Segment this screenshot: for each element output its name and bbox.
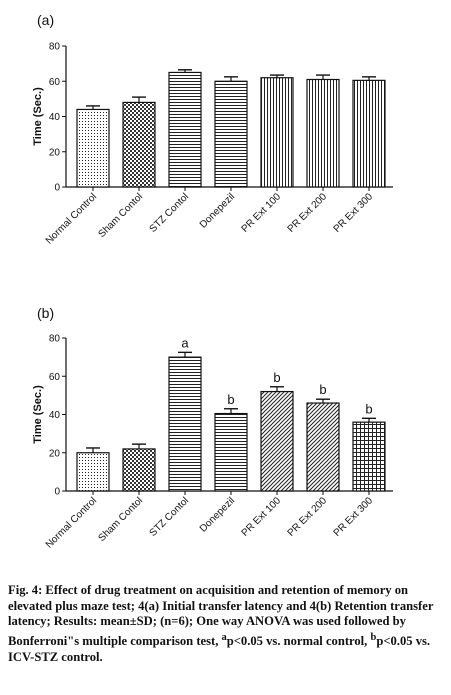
category-label: Normal Control	[44, 495, 99, 550]
bar	[214, 80, 248, 188]
bar	[76, 108, 110, 188]
bar	[352, 421, 386, 492]
caption-p-stz: p<0.05 vs. ICV-STZ control.	[8, 633, 431, 664]
category-label: Sham Contol	[96, 495, 145, 544]
panel-label: (a)	[37, 12, 54, 28]
category-label: STZ Contol	[148, 495, 192, 539]
y-tick-label: 80	[49, 42, 61, 53]
significance-label: b	[227, 392, 234, 407]
bar	[214, 412, 248, 492]
y-tick-label: 20	[49, 147, 61, 158]
category-label: PR Ext 100	[240, 495, 284, 539]
y-axis-title: Time (Sec.)	[32, 385, 44, 444]
y-tick-label: 80	[49, 334, 61, 345]
bar	[306, 402, 340, 492]
y-tick-label: 0	[54, 183, 60, 194]
y-tick-label: 20	[49, 448, 61, 459]
y-tick-label: 40	[49, 112, 61, 123]
category-label: PR Ext 200	[286, 191, 330, 235]
caption-superscript-a: a	[221, 631, 227, 643]
bar	[168, 71, 202, 188]
category-label: Normal Control	[44, 191, 99, 246]
y-axis-title: Time (Sec.)	[32, 87, 44, 146]
chart-panel-a: (a) 0 20 40 60 80 Time (Sec.) Normal ControlSha…	[32, 12, 393, 247]
category-label: Donepezil	[198, 191, 237, 230]
bar	[168, 356, 202, 492]
caption-superscript-b: b	[370, 631, 377, 643]
y-tick-label: 60	[49, 372, 61, 383]
category-label: PR Ext 100	[240, 191, 284, 235]
bar	[76, 452, 110, 492]
y-tick-label: 0	[54, 487, 60, 498]
category-label: PR Ext 300	[332, 495, 376, 539]
figure-caption: Fig. 4: Effect of drug treatment on acqu…	[8, 583, 444, 665]
category-label: STZ Contol	[148, 191, 192, 235]
caption-text: Effect of drug treatment on acquisition …	[8, 583, 434, 648]
category-label: Donepezil	[198, 495, 237, 534]
bar	[306, 78, 340, 188]
panel-label: (b)	[37, 305, 54, 321]
significance-label: b	[273, 370, 280, 385]
category-label: PR Ext 200	[286, 495, 330, 539]
bar	[260, 390, 294, 492]
caption-figure-number: Fig. 4:	[8, 583, 43, 597]
y-tick-label: 40	[49, 410, 61, 421]
significance-label: b	[319, 382, 326, 397]
y-tick-label: 60	[49, 77, 61, 88]
significance-label: b	[365, 401, 372, 416]
bar	[352, 79, 386, 188]
category-label: Sham Contol	[96, 191, 145, 240]
bar	[122, 101, 156, 188]
bar	[260, 77, 294, 188]
significance-label: a	[181, 335, 189, 350]
chart-panel-b: (b) 0 20 40 60 80 Time (Sec.) Normal ControlSha…	[32, 305, 393, 551]
bar	[122, 448, 156, 492]
caption-p-normal: p<0.05 vs. normal control,	[226, 633, 371, 648]
category-label: PR Ext 300	[332, 191, 376, 235]
